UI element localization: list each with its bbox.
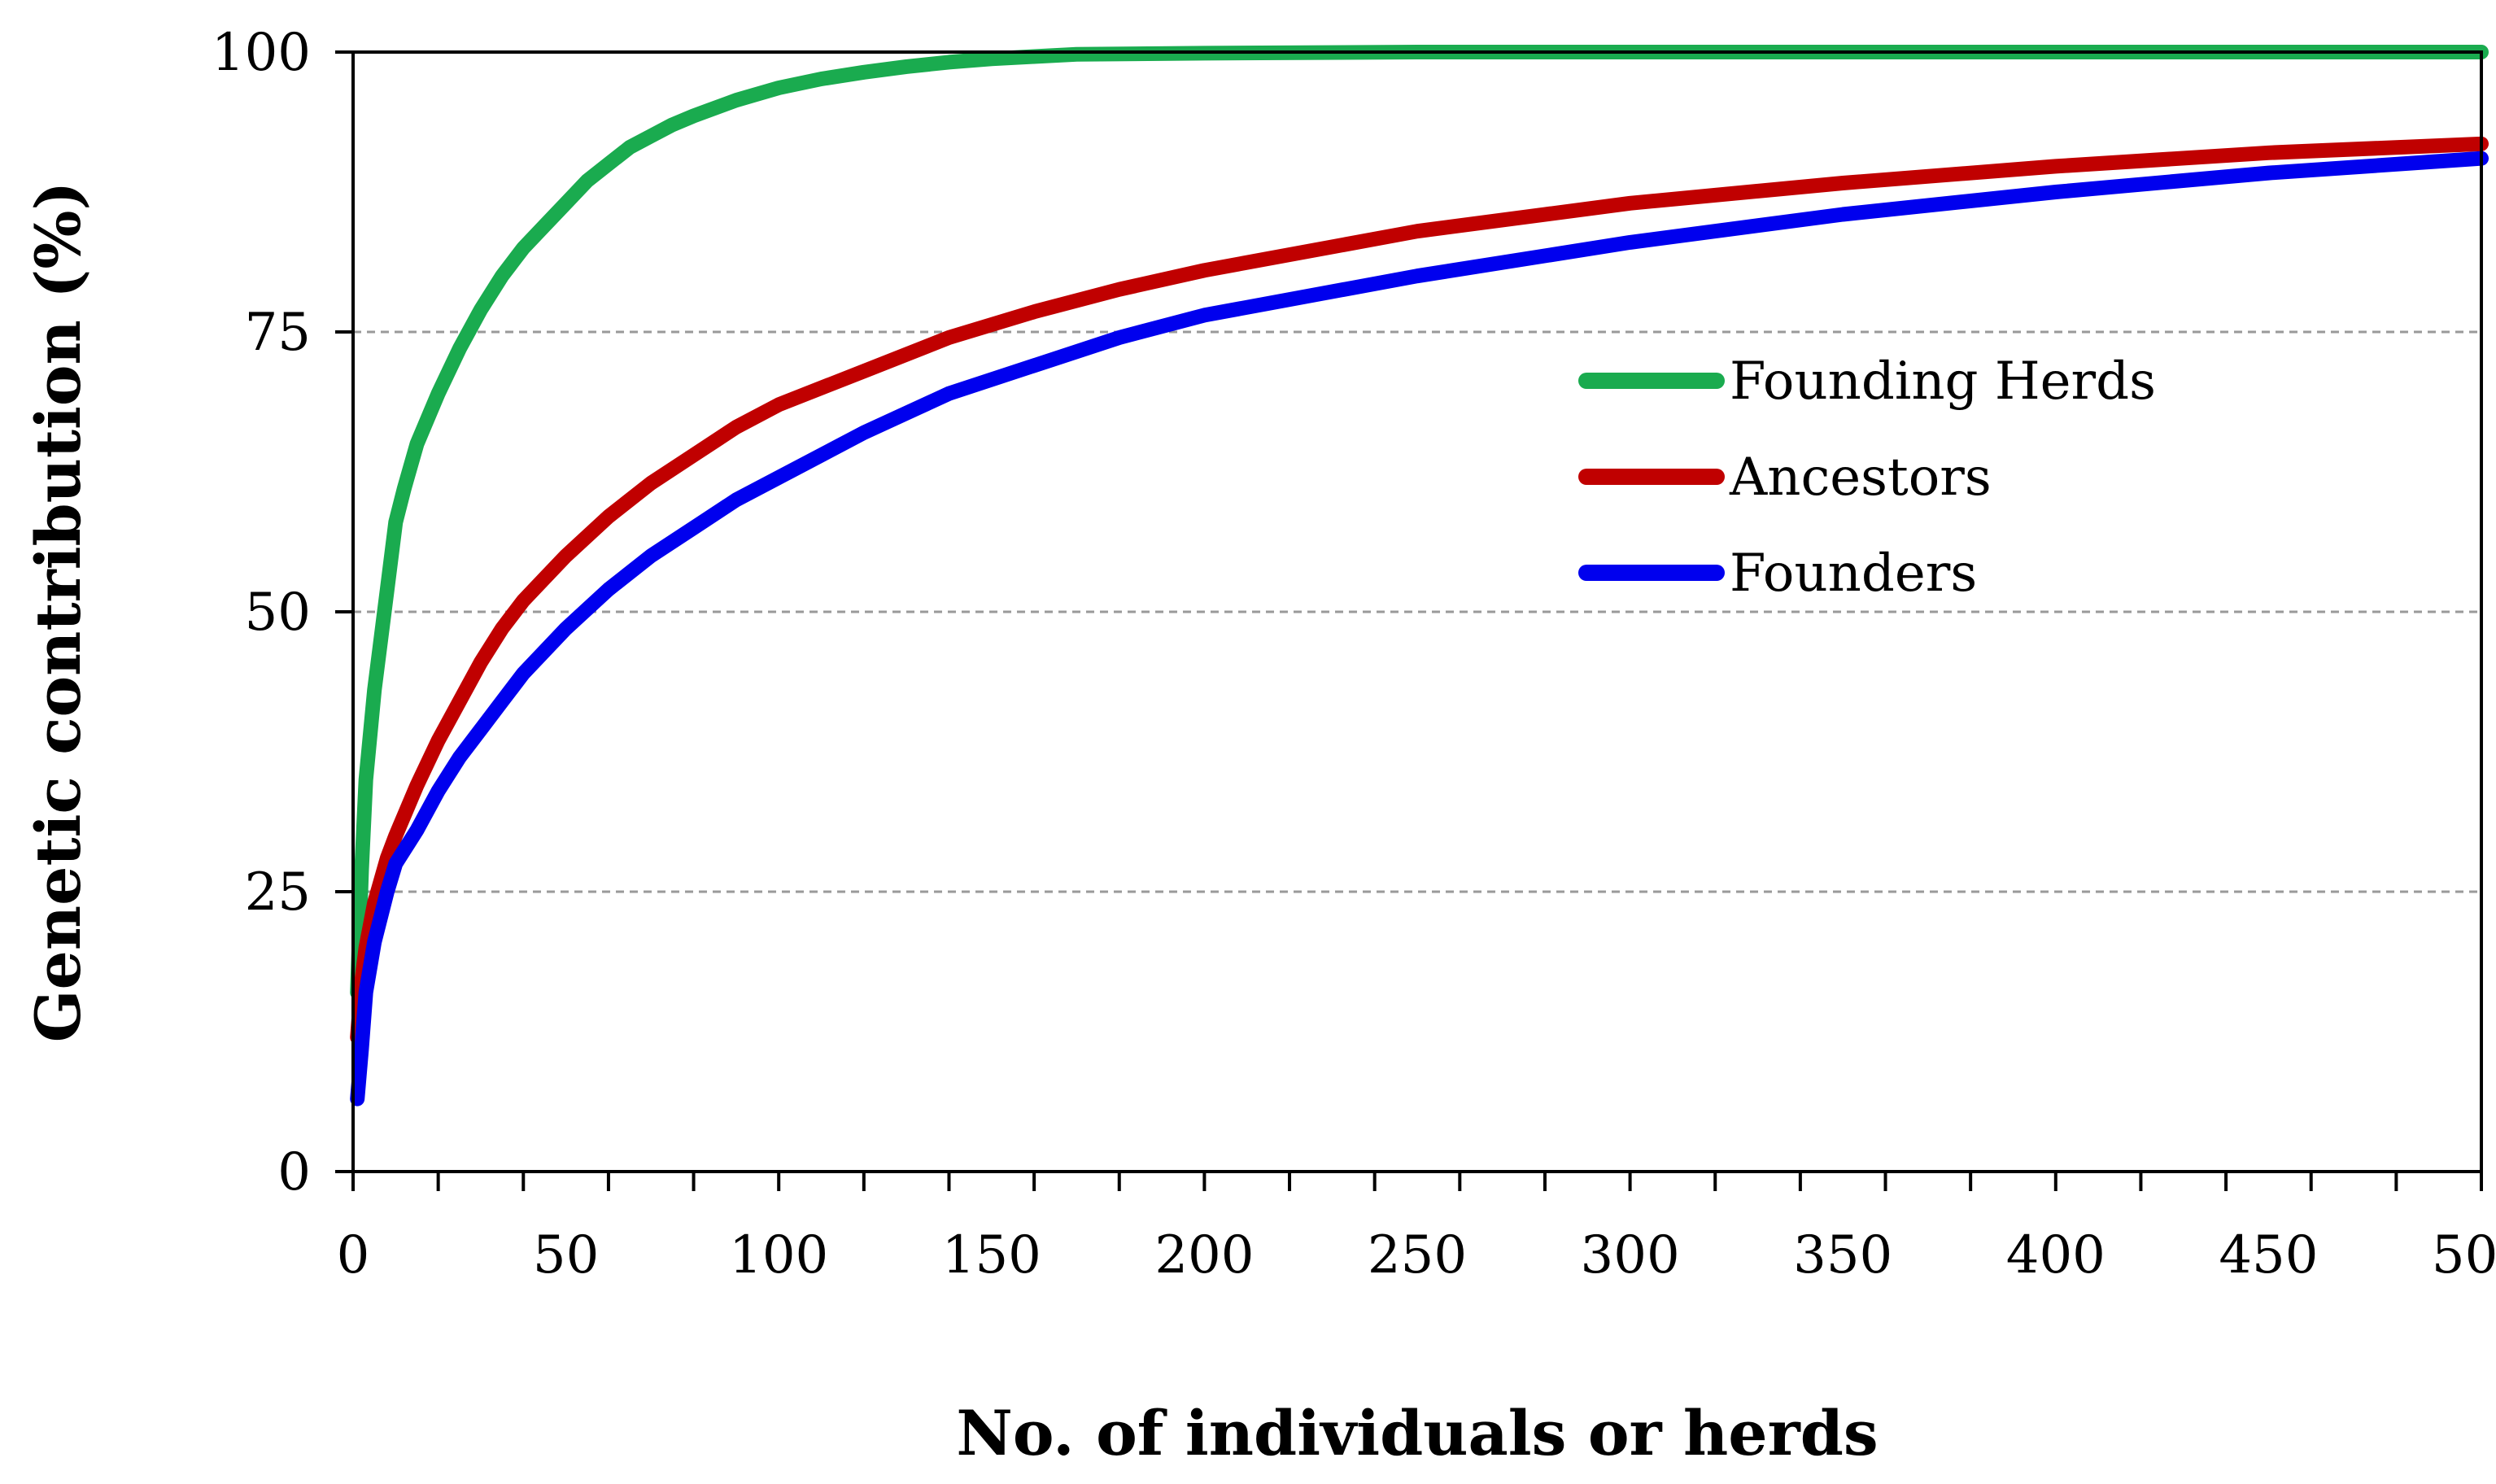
x-tick-label: 400	[2006, 1225, 2105, 1285]
legend-label-founders: Founders	[1730, 543, 1977, 604]
series-line-founding-herds	[350, 45, 2489, 1000]
x-tick-label: 200	[1154, 1225, 1254, 1285]
legend-label-ancestors: Ancestors	[1729, 447, 1992, 508]
x-tick-label: 50	[533, 1225, 599, 1285]
axis-ticks: 0 25 50 75 100 0 50 100 150 200 250 300 350 400 450 500	[212, 23, 2496, 1285]
y-tick-label: 25	[245, 862, 311, 923]
y-tick-label: 0	[277, 1142, 311, 1202]
x-tick-label: 450	[2219, 1225, 2318, 1285]
legend-label-founding-herds: Founding Herds	[1730, 351, 2156, 412]
y-tick-label: 100	[212, 23, 311, 83]
series-lines	[350, 45, 2489, 1106]
y-tick-label: 75	[245, 303, 311, 363]
x-tick-label: 100	[729, 1225, 828, 1285]
x-tick-label: 150	[942, 1225, 1041, 1285]
x-tick-label: 300	[1581, 1225, 1680, 1285]
x-tick-label: 0	[337, 1225, 370, 1285]
x-axis-title: No. of individuals or herds	[956, 1397, 1878, 1469]
x-tick-label: 350	[1793, 1225, 1892, 1285]
series-line-founders	[350, 151, 2489, 1106]
x-tick-label: 250	[1368, 1225, 1467, 1285]
y-tick-label: 50	[245, 583, 311, 643]
x-tick-label: 500	[2432, 1225, 2496, 1285]
series-line-ancestors	[350, 136, 2489, 1045]
legend: Founding Herds Ancestors Founders	[1578, 351, 2156, 604]
y-axis-title: Genetic contribution (%)	[22, 181, 94, 1043]
